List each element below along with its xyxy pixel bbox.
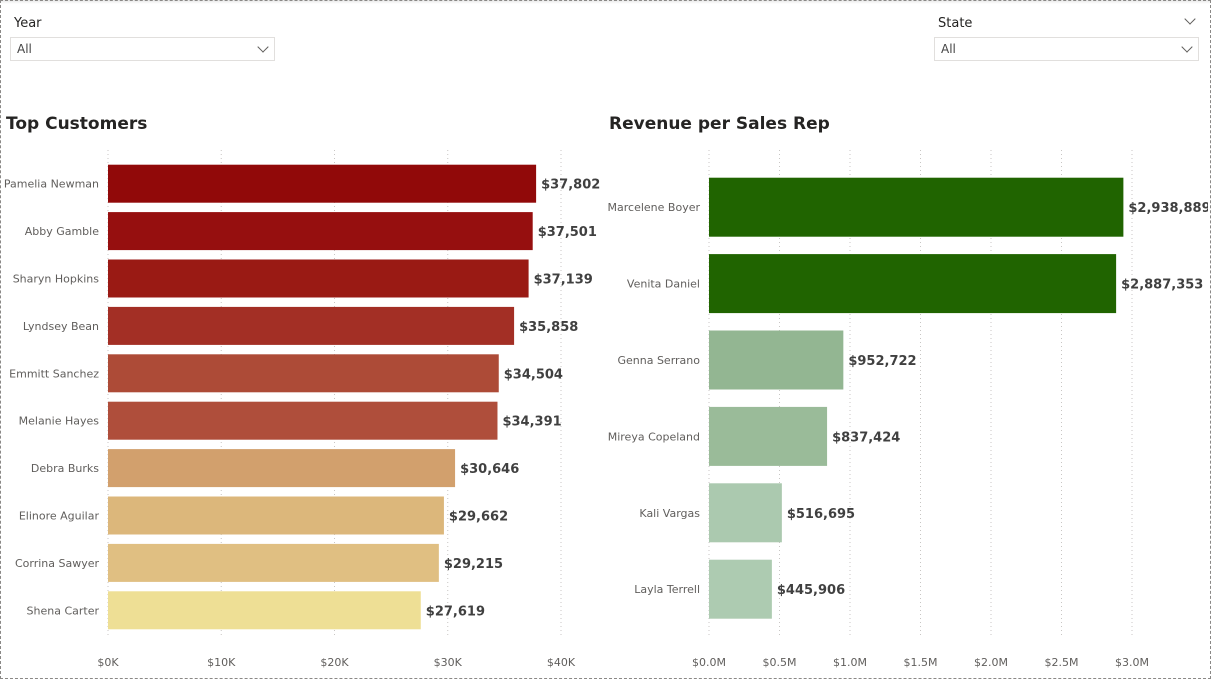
reps-category-label-marcelene-boyer: Marcelene Boyer [608, 201, 701, 214]
year-slicer-title: Year [14, 16, 42, 31]
reps-category-label-venita-daniel: Venita Daniel [627, 278, 700, 291]
reps-bar-layla-terrell[interactable] [709, 559, 772, 619]
reps-value-label-mireya-copeland: $837,424 [832, 430, 900, 445]
reps-value-label-genna-serrano: $952,722 [848, 354, 916, 369]
customers-category-label-emmitt-sanchez: Emmitt Sanchez [9, 367, 99, 380]
customers-value-label-elinore-aguilar: $29,662 [449, 510, 508, 525]
customers-bar-debra-burks[interactable] [108, 449, 456, 488]
customers-category-label-corrina-sawyer: Corrina Sawyer [15, 557, 100, 570]
customers-bar-abby-gamble[interactable] [108, 212, 533, 251]
customers-category-label-sharyn-hopkins: Sharyn Hopkins [13, 273, 100, 286]
customers-value-label-shena-carter: $27,619 [426, 604, 485, 619]
customers-value-label-lyndsey-bean: $35,858 [519, 320, 578, 335]
reps-value-label-kali-vargas: $516,695 [787, 507, 855, 522]
customers-x-tick-label: $40K [547, 656, 576, 669]
canvas-top-shadow [1, 0, 1210, 4]
customers-value-label-abby-gamble: $37,501 [538, 225, 597, 240]
reps-value-label-venita-daniel: $2,887,353 [1121, 278, 1203, 293]
customers-category-label-melanie-hayes: Melanie Hayes [19, 415, 100, 428]
customers-x-tick-label: $20K [320, 656, 349, 669]
year-dropdown-value: All [17, 42, 32, 56]
customers-x-tick-label: $30K [434, 656, 463, 669]
reps-category-label-layla-terrell: Layla Terrell [634, 583, 700, 596]
top-customers-chart: $0K $10K $20K $30K $40K Pamelia Newman $37,802… [4, 150, 600, 669]
revenue-per-rep-title: Revenue per Sales Rep [609, 114, 830, 134]
reps-bar-kali-vargas[interactable] [709, 483, 782, 543]
customers-x-tick-label: $0K [97, 656, 119, 669]
customers-value-label-sharyn-hopkins: $37,139 [534, 273, 593, 288]
customers-value-label-melanie-hayes: $34,391 [502, 415, 561, 430]
state-slicer: State All [934, 13, 1199, 64]
customers-category-label-lyndsey-bean: Lyndsey Bean [23, 320, 99, 333]
chevron-down-icon [257, 41, 269, 53]
reps-bar-genna-serrano[interactable] [709, 330, 844, 390]
customers-bar-elinore-aguilar[interactable] [108, 496, 444, 535]
reps-x-tick-label: $0.0M [692, 656, 726, 669]
reps-x-tick-label: $1.0M [833, 656, 867, 669]
reps-x-tick-label: $3.0M [1115, 656, 1149, 669]
reps-bar-mireya-copeland[interactable] [709, 406, 828, 466]
customers-bar-melanie-hayes[interactable] [108, 401, 498, 440]
top-customers-title: Top Customers [6, 114, 148, 134]
reps-category-label-genna-serrano: Genna Serrano [617, 354, 700, 367]
state-dropdown-value: All [941, 42, 956, 56]
reps-x-tick-label: $2.0M [974, 656, 1008, 669]
customers-bar-emmitt-sanchez[interactable] [108, 354, 499, 393]
reps-bar-marcelene-boyer[interactable] [709, 177, 1124, 237]
customers-category-label-elinore-aguilar: Elinore Aguilar [19, 510, 100, 523]
customers-bar-pamelia-newman[interactable] [108, 164, 537, 203]
customers-category-label-pamelia-newman: Pamelia Newman [4, 178, 99, 191]
reps-bar-venita-daniel[interactable] [709, 254, 1117, 314]
reps-value-label-marcelene-boyer: $2,938,889 [1128, 201, 1208, 216]
year-slicer: Year All [10, 16, 275, 64]
customers-value-label-corrina-sawyer: $29,215 [444, 557, 503, 572]
revenue-per-rep-chart: $0.0M $0.5M $1.0M $1.5M $2.0M $2.5M $3.0M Marce… [608, 150, 1208, 669]
customers-bar-sharyn-hopkins[interactable] [108, 259, 529, 298]
reps-category-label-mireya-copeland: Mireya Copeland [608, 430, 700, 443]
state-dropdown[interactable]: All [934, 37, 1199, 61]
customers-value-label-pamelia-newman: $37,802 [541, 178, 600, 193]
customers-category-label-debra-burks: Debra Burks [31, 462, 99, 475]
reps-value-label-layla-terrell: $445,906 [777, 583, 845, 598]
customers-bar-corrina-sawyer[interactable] [108, 543, 439, 582]
slicer-header-chevron-down-icon[interactable] [1184, 13, 1196, 25]
reps-category-label-kali-vargas: Kali Vargas [639, 507, 700, 520]
year-dropdown[interactable]: All [10, 37, 275, 61]
state-slicer-title: State [938, 16, 973, 31]
chevron-down-icon [1181, 41, 1193, 53]
reps-x-tick-label: $1.5M [904, 656, 938, 669]
customers-value-label-emmitt-sanchez: $34,504 [504, 367, 563, 382]
customers-bar-lyndsey-bean[interactable] [108, 306, 515, 345]
customers-value-label-debra-burks: $30,646 [460, 462, 519, 477]
customers-category-label-abby-gamble: Abby Gamble [25, 225, 100, 238]
customers-x-tick-label: $10K [207, 656, 236, 669]
reps-x-tick-label: $2.5M [1045, 656, 1079, 669]
reps-x-tick-label: $0.5M [763, 656, 797, 669]
customers-bar-shena-carter[interactable] [108, 591, 421, 630]
customers-category-label-shena-carter: Shena Carter [27, 604, 100, 617]
